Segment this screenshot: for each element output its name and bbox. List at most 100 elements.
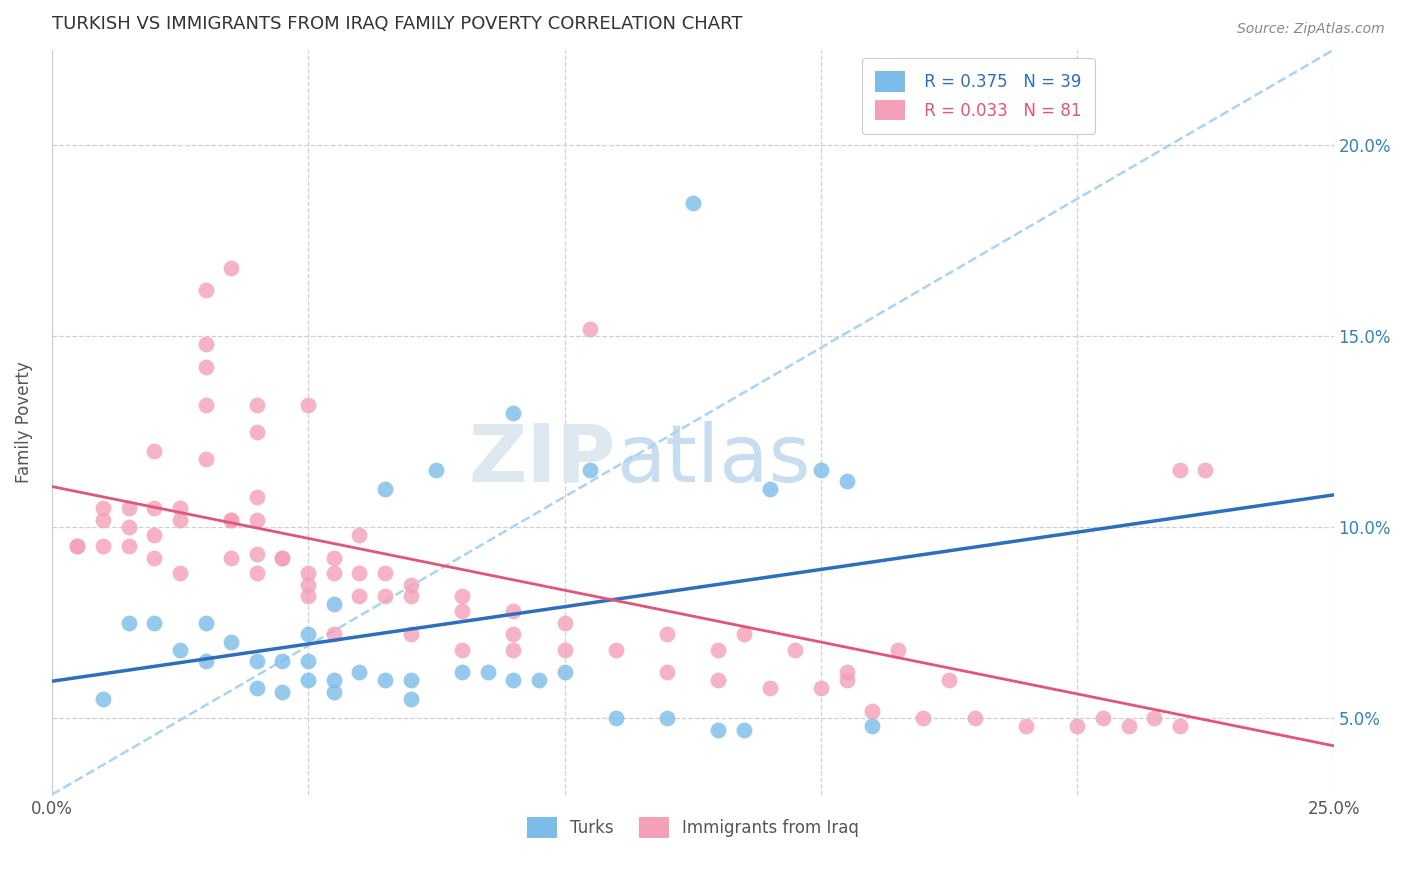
Point [194, 398, 217, 412]
Point [349, 566, 371, 581]
Point [219, 550, 242, 565]
Point [194, 284, 217, 298]
Point [579, 463, 602, 477]
Point [118, 520, 141, 534]
Point [374, 482, 396, 496]
Point [297, 654, 319, 668]
Point [451, 604, 474, 618]
Point [297, 577, 319, 591]
Point [219, 513, 242, 527]
Point [246, 513, 269, 527]
Point [194, 615, 217, 630]
Point [169, 513, 191, 527]
Point [246, 566, 269, 581]
Point [219, 635, 242, 649]
Point [271, 550, 294, 565]
Point [297, 627, 319, 641]
Point [349, 665, 371, 680]
Point [322, 597, 344, 611]
Point [860, 719, 883, 733]
Point [143, 615, 166, 630]
Point [785, 642, 807, 657]
Point [246, 425, 269, 439]
Point [810, 681, 832, 695]
Point [322, 550, 344, 565]
Point [835, 475, 858, 489]
Point [912, 711, 935, 725]
Point [374, 673, 396, 687]
Point [1015, 719, 1038, 733]
Point [1066, 719, 1088, 733]
Point [374, 566, 396, 581]
Point [219, 260, 242, 275]
Point [707, 642, 730, 657]
Point [91, 692, 114, 706]
Point [733, 723, 755, 737]
Point [1143, 711, 1166, 725]
Point [605, 711, 627, 725]
Point [502, 604, 524, 618]
Point [219, 513, 242, 527]
Point [887, 642, 910, 657]
Point [297, 566, 319, 581]
Point [938, 673, 960, 687]
Point [835, 665, 858, 680]
Point [451, 665, 474, 680]
Legend: Turks, Immigrants from Iraq: Turks, Immigrants from Iraq [519, 809, 868, 846]
Y-axis label: Family Poverty: Family Poverty [15, 361, 32, 483]
Point [118, 501, 141, 516]
Point [246, 681, 269, 695]
Point [271, 684, 294, 698]
Point [271, 654, 294, 668]
Point [246, 490, 269, 504]
Point [297, 589, 319, 603]
Point [246, 547, 269, 561]
Point [655, 711, 678, 725]
Point [605, 642, 627, 657]
Point [451, 589, 474, 603]
Point [169, 642, 191, 657]
Point [579, 321, 602, 335]
Point [322, 566, 344, 581]
Point [143, 444, 166, 458]
Point [655, 665, 678, 680]
Point [425, 463, 447, 477]
Point [399, 673, 422, 687]
Point [349, 589, 371, 603]
Point [66, 540, 89, 554]
Point [860, 704, 883, 718]
Point [143, 501, 166, 516]
Point [1194, 463, 1216, 477]
Point [502, 673, 524, 687]
Point [322, 684, 344, 698]
Text: Source: ZipAtlas.com: Source: ZipAtlas.com [1237, 22, 1385, 37]
Point [502, 406, 524, 420]
Point [758, 681, 780, 695]
Point [169, 501, 191, 516]
Point [477, 665, 499, 680]
Point [655, 627, 678, 641]
Point [527, 673, 550, 687]
Point [143, 528, 166, 542]
Point [143, 550, 166, 565]
Point [451, 642, 474, 657]
Point [553, 642, 575, 657]
Point [322, 673, 344, 687]
Point [91, 501, 114, 516]
Point [194, 451, 217, 466]
Point [91, 513, 114, 527]
Point [399, 577, 422, 591]
Point [1091, 711, 1114, 725]
Point [169, 566, 191, 581]
Point [1118, 719, 1140, 733]
Point [399, 627, 422, 641]
Point [194, 359, 217, 374]
Point [399, 589, 422, 603]
Point [1168, 463, 1191, 477]
Point [271, 550, 294, 565]
Point [682, 195, 704, 210]
Point [194, 654, 217, 668]
Point [963, 711, 986, 725]
Point [1168, 719, 1191, 733]
Point [118, 615, 141, 630]
